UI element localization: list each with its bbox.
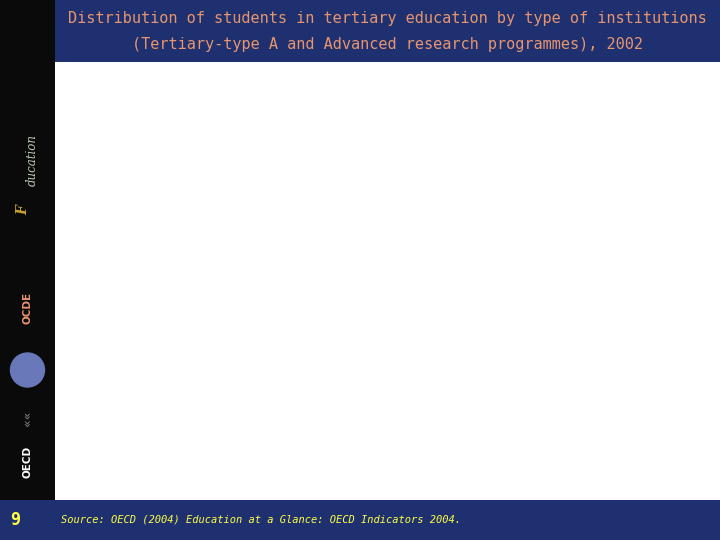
Text: (Tertiary-type A and Advanced research programmes), 2002: (Tertiary-type A and Advanced research p… [132,37,643,52]
Text: 9: 9 [10,511,20,529]
Circle shape [11,353,45,387]
Bar [0,0,720,62]
Bar [0,0,55,500]
Text: OECD: OECD [22,446,32,478]
Text: ducation: ducation [26,134,39,186]
Text: OCDE: OCDE [22,292,32,324]
Text: ««: «« [21,410,34,426]
Text: F: F [17,205,30,215]
Bar [0,500,720,540]
Text: Source: OECD (2004) Education at a Glance: OECD Indicators 2004.: Source: OECD (2004) Education at a Glanc… [61,515,461,525]
Text: Distribution of students in tertiary education by type of institutions: Distribution of students in tertiary edu… [68,11,707,26]
Bar [55,62,720,500]
